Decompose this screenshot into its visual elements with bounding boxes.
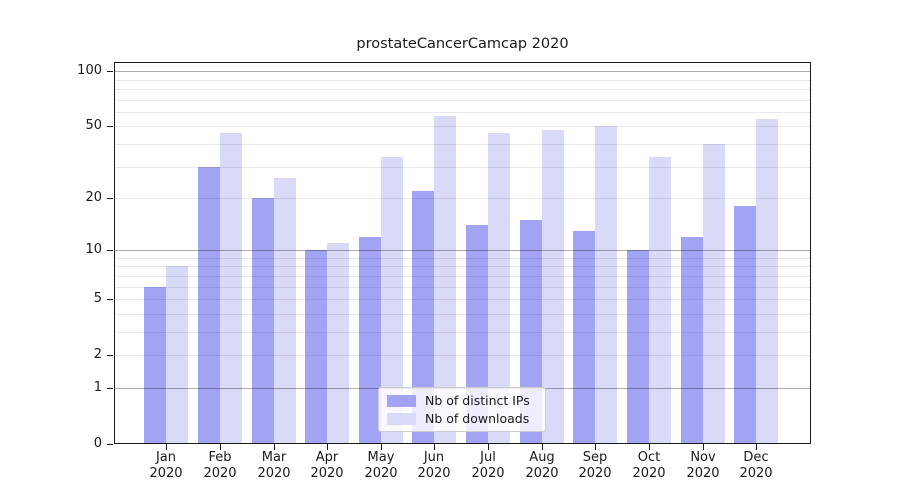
bar-downloads-mar (274, 178, 296, 444)
x-tick-mark (542, 444, 544, 450)
bar-downloads-aug (542, 130, 564, 444)
minor-gridline (114, 100, 811, 101)
bar-distinct-ips-apr (305, 250, 327, 444)
minor-gridline (114, 258, 811, 259)
bar-distinct-ips-sep (573, 231, 595, 444)
bar-downloads-oct (649, 157, 671, 444)
bar-downloads-nov (703, 144, 725, 444)
x-tick-mark (381, 444, 383, 450)
bar-downloads-jul (488, 133, 510, 444)
x-tick-mark (488, 444, 490, 450)
x-tick-mark (434, 444, 436, 450)
x-tick-mark (220, 444, 222, 450)
y-tick-label: 10 (85, 242, 102, 257)
y-tick-mark (107, 388, 113, 390)
y-tick-label: 100 (77, 63, 102, 78)
y-tick-label: 2 (93, 347, 102, 362)
bar-downloads-may (381, 157, 403, 444)
bar-downloads-sep (595, 126, 617, 444)
y-tick-mark (107, 198, 113, 200)
legend-label-distinct-ips: Nb of distinct IPs (425, 393, 530, 408)
plot-area: Nb of distinct IPs Nb of downloads (114, 62, 811, 444)
bar-distinct-ips-dec (734, 206, 756, 444)
minor-gridline (114, 144, 811, 145)
minor-gridline (114, 198, 811, 199)
x-tick-label-feb: Feb 2020 (203, 450, 237, 481)
minor-gridline (114, 80, 811, 81)
legend-entry-downloads: Nb of downloads (387, 411, 537, 426)
legend: Nb of distinct IPs Nb of downloads (378, 387, 546, 432)
y-tick-mark (107, 250, 113, 252)
x-tick-label-jul: Jul 2020 (471, 450, 505, 481)
bar-distinct-ips-feb (198, 167, 220, 444)
x-tick-mark (595, 444, 597, 450)
y-tick-label: 5 (93, 291, 102, 306)
minor-gridline (114, 266, 811, 267)
legend-swatch-distinct-ips (387, 394, 416, 407)
y-tick-mark (107, 355, 113, 357)
x-tick-label-jan: Jan 2020 (149, 450, 183, 481)
x-tick-label-mar: Mar 2020 (257, 450, 291, 481)
minor-gridline (114, 355, 811, 356)
bar-downloads-apr (327, 243, 349, 444)
minor-gridline (114, 287, 811, 288)
x-tick-label-oct: Oct 2020 (632, 450, 666, 481)
x-tick-label-nov: Nov 2020 (686, 450, 720, 481)
minor-gridline (114, 276, 811, 277)
x-tick-label-sep: Sep 2020 (578, 450, 612, 481)
major-gridline (114, 71, 811, 72)
x-tick-label-jun: Jun 2020 (417, 450, 451, 481)
y-tick-label: 0 (93, 436, 102, 451)
minor-gridline (114, 314, 811, 315)
x-tick-mark (166, 444, 168, 450)
y-tick-label: 50 (85, 118, 102, 133)
bar-distinct-ips-nov (681, 237, 703, 444)
chart-title: prostateCancerCamcap 2020 (356, 36, 569, 52)
y-tick-label: 1 (93, 380, 102, 395)
bar-distinct-ips-jan (144, 287, 166, 444)
y-tick-label: 20 (85, 190, 102, 205)
bar-distinct-ips-may (359, 237, 381, 444)
y-tick-mark (107, 71, 113, 73)
minor-gridline (114, 112, 811, 113)
bar-distinct-ips-mar (252, 198, 274, 444)
x-tick-label-dec: Dec 2020 (739, 450, 773, 481)
bar-downloads-jan (166, 266, 188, 444)
x-tick-mark (274, 444, 276, 450)
x-tick-label-apr: Apr 2020 (310, 450, 344, 481)
bar-downloads-feb (220, 133, 242, 444)
minor-gridline (114, 89, 811, 90)
legend-entry-distinct-ips: Nb of distinct IPs (387, 393, 537, 408)
x-tick-mark (756, 444, 758, 450)
x-tick-mark (327, 444, 329, 450)
major-gridline (114, 250, 811, 251)
x-tick-mark (649, 444, 651, 450)
y-tick-mark (107, 299, 113, 301)
bar-distinct-ips-oct (627, 250, 649, 444)
y-tick-mark (107, 444, 113, 446)
minor-gridline (114, 167, 811, 168)
y-tick-mark (107, 126, 113, 128)
legend-label-downloads: Nb of downloads (425, 411, 530, 426)
bar-distinct-ips-jun (412, 191, 434, 444)
x-tick-label-aug: Aug 2020 (525, 450, 559, 481)
legend-swatch-downloads (387, 412, 416, 425)
minor-gridline (114, 332, 811, 333)
bar-downloads-jun (434, 116, 456, 444)
minor-gridline (114, 126, 811, 127)
x-tick-label-may: May 2020 (364, 450, 398, 481)
bar-downloads-dec (756, 119, 778, 444)
minor-gridline (114, 299, 811, 300)
x-tick-mark (703, 444, 705, 450)
